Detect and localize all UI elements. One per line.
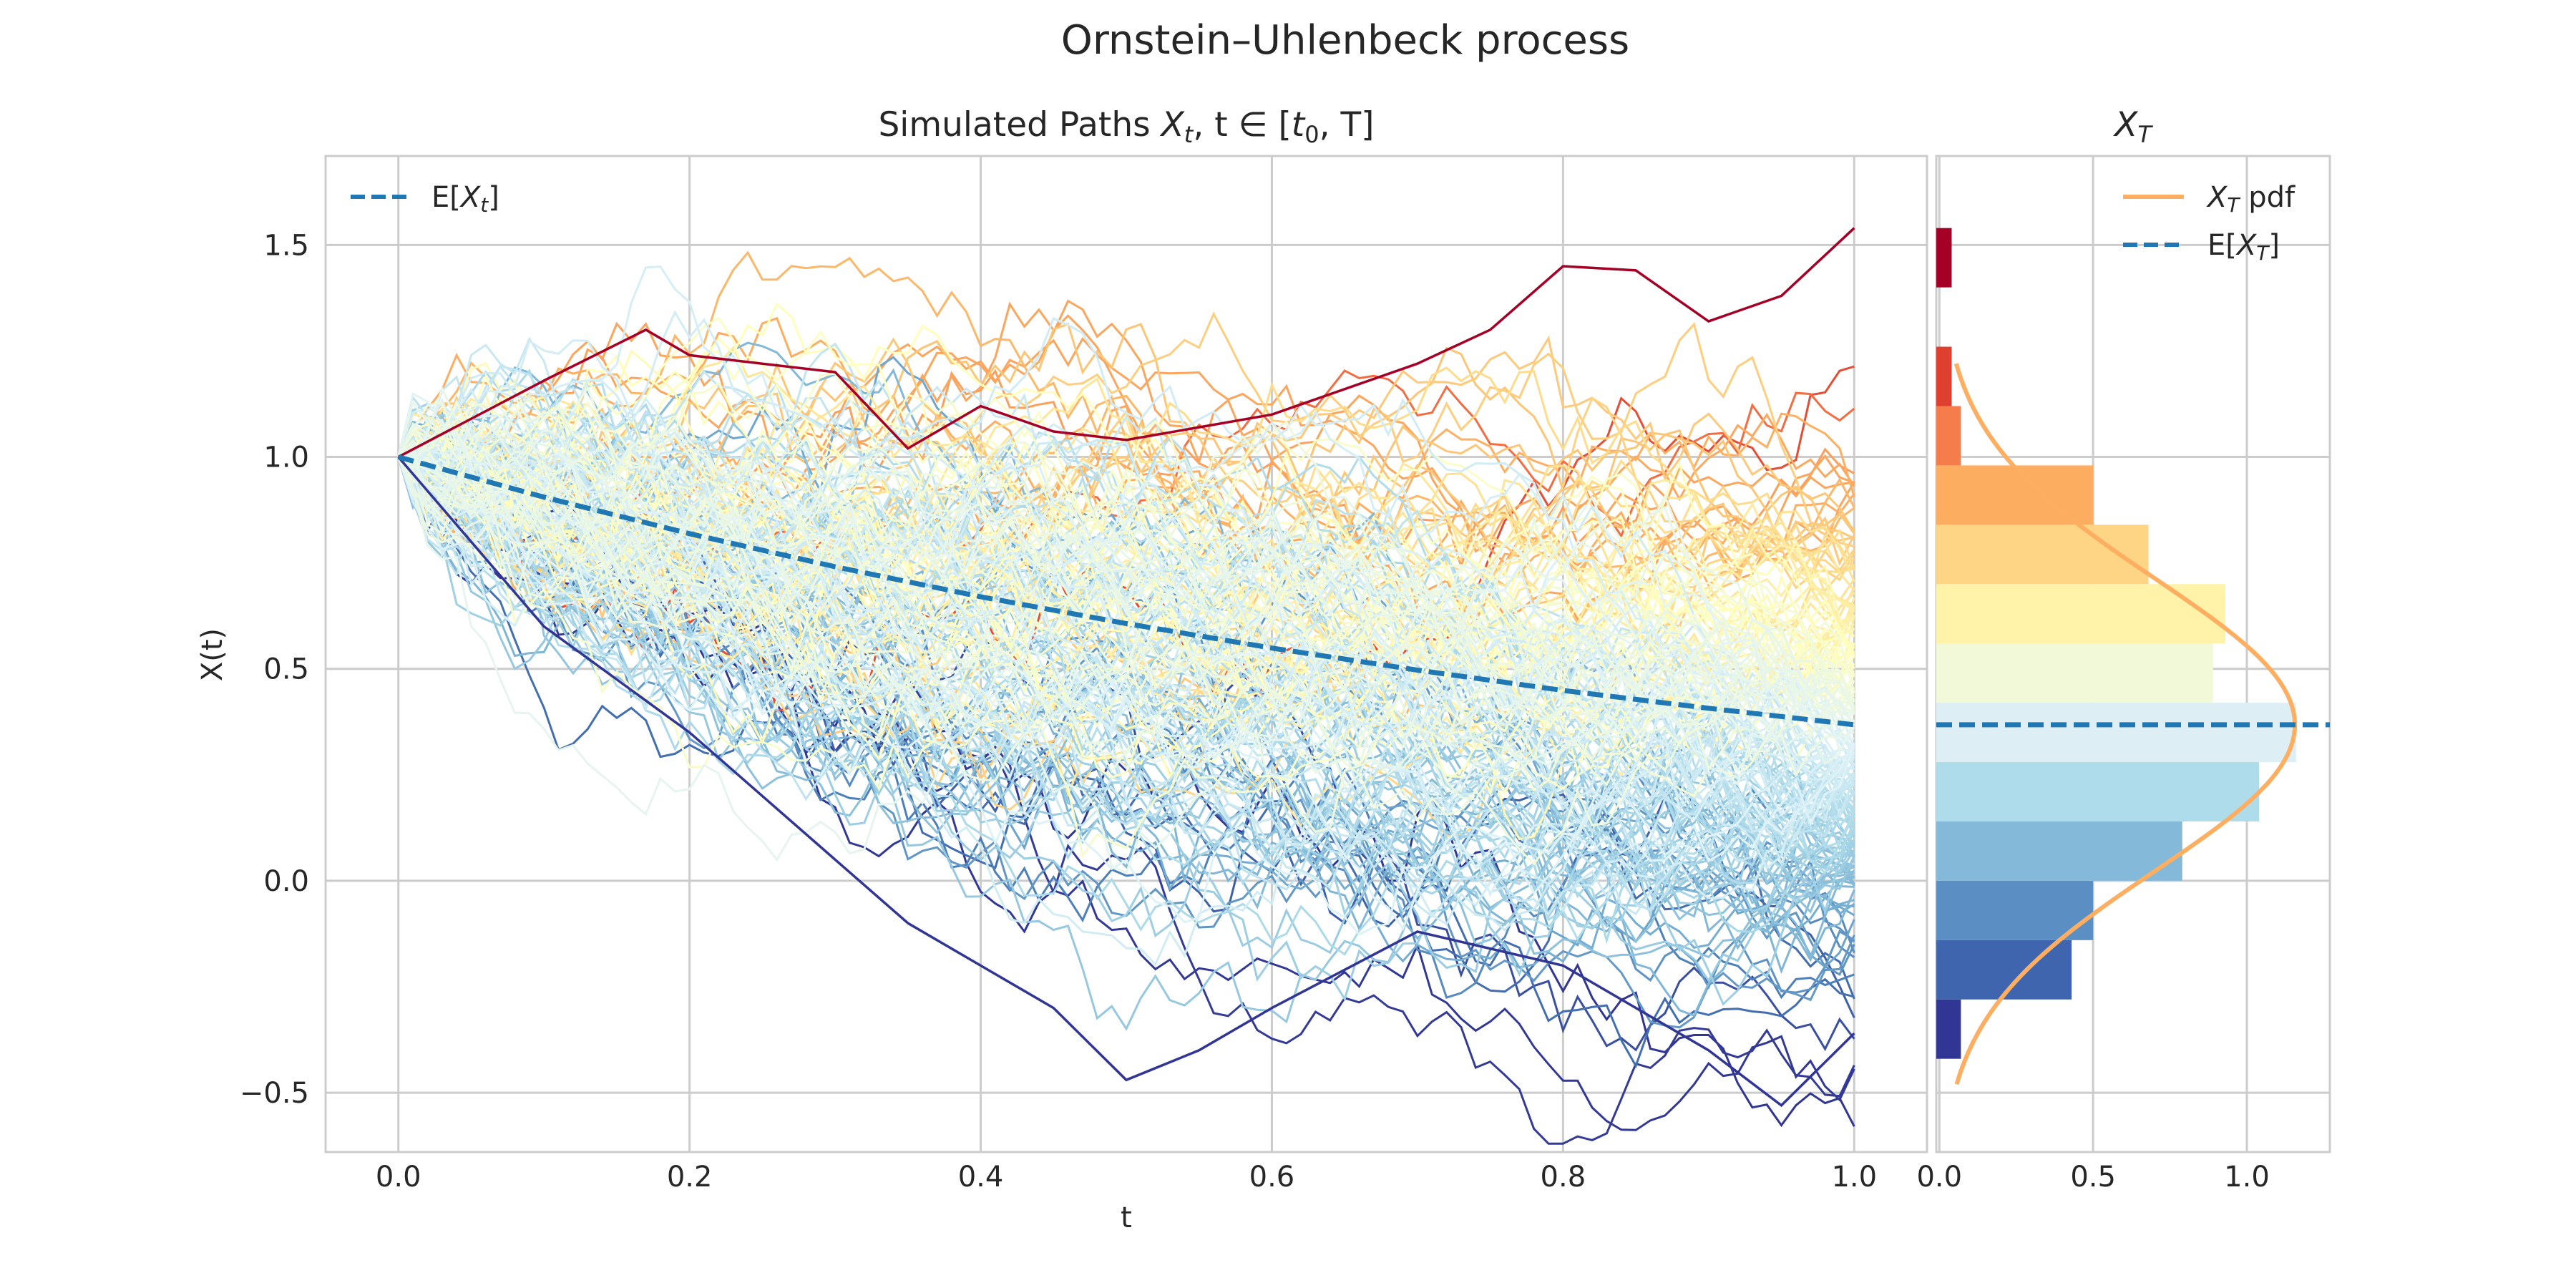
paths-x-tick-label: 0.4 (958, 1161, 1004, 1194)
simulated-path (398, 452, 1855, 874)
histogram-bar (1936, 999, 1961, 1059)
simulated-path (397, 441, 1855, 765)
histogram-bar (1936, 821, 2182, 881)
simulated-path (397, 456, 1855, 1069)
paths-y-tick-label: 1.5 (263, 229, 309, 262)
simulated-path (397, 439, 1855, 849)
simulated-path (397, 457, 1855, 897)
simulated-path (398, 442, 1855, 657)
histogram-bar (1936, 584, 2225, 644)
terminal-distribution-panel: 0.0 0.5 1.0 XT XT pdf E[XT] (1916, 105, 2331, 1194)
paths-y-axis-label: X(t) (196, 628, 229, 681)
simulated-path (398, 439, 1855, 932)
simulated-path (398, 456, 1855, 713)
simulated-path (397, 311, 1855, 604)
paths-x-axis-label: t (1121, 1201, 1132, 1234)
simulated-path (397, 399, 1855, 763)
simulated-path (397, 421, 1855, 727)
histogram-panel-title: XT (2112, 105, 2153, 148)
simulated-paths (397, 227, 1855, 1145)
histogram-x-tick-labels: 0.0 0.5 1.0 (1916, 1161, 2269, 1194)
paths-x-tick-labels: 0.0 0.2 0.4 0.6 0.8 1.0 (376, 1161, 1877, 1194)
simulated-path (397, 457, 1855, 862)
legend-terminal-mean-label: E[XT] (2207, 229, 2280, 265)
simulated-path (397, 396, 1855, 834)
legend-mean-label: E[Xt] (431, 181, 499, 217)
histogram-bar (1936, 643, 2213, 703)
simulated-path (397, 394, 1855, 831)
histogram-bar (1936, 228, 1952, 288)
legend-pdf-label: XT pdf (2206, 181, 2296, 217)
simulated-path (398, 422, 1855, 782)
simulated-path (397, 456, 1855, 918)
histogram-bar (1936, 525, 2149, 585)
paths-x-tick-label: 0.8 (1541, 1161, 1586, 1194)
simulated-path (397, 439, 1855, 781)
histogram-x-tick-label: 0.5 (2070, 1161, 2116, 1194)
paths-y-tick-label: 0.5 (263, 653, 309, 686)
histogram-x-tick-label: 0.0 (1916, 1161, 1962, 1194)
paths-legend: E[Xt] (351, 181, 499, 217)
figure-suptitle: Ornstein–Uhlenbeck process (1061, 17, 1629, 64)
simulated-path (397, 349, 1855, 704)
extreme-path (397, 227, 1855, 459)
histogram-bar (1936, 406, 1961, 466)
paths-y-tick-label: 1.0 (263, 441, 309, 474)
paths-panel-title: Simulated Paths Xt, t ∈ [t0, T] (878, 105, 1374, 148)
simulated-path (397, 342, 1855, 861)
extreme-path (397, 456, 1855, 1108)
simulated-path (397, 310, 1855, 899)
histogram-bar (1936, 703, 2296, 763)
simulated-path (397, 456, 1855, 903)
simulated-path (398, 397, 1855, 822)
simulated-path (397, 415, 1855, 771)
simulated-path (397, 386, 1855, 766)
simulated-path (397, 406, 1855, 726)
histogram-bar (1936, 880, 2094, 940)
histogram-legend: XT pdf E[XT] (2123, 181, 2296, 265)
simulated-path (397, 456, 1855, 793)
simulated-path (398, 336, 1855, 553)
paths-x-tick-label: 0.2 (667, 1161, 713, 1194)
paths-x-tick-label: 1.0 (1831, 1161, 1877, 1194)
simulated-path (398, 456, 1855, 753)
histogram-bar (1936, 346, 1952, 406)
histogram-bar (1936, 762, 2260, 821)
paths-x-tick-label: 0.6 (1249, 1161, 1295, 1194)
simulated-path (397, 456, 1855, 956)
histogram-x-tick-label: 1.0 (2224, 1161, 2270, 1194)
simulated-path (397, 456, 1855, 867)
paths-y-tick-labels: −0.5 0.0 0.5 1.0 1.5 (240, 229, 309, 1110)
paths-x-tick-label: 0.0 (376, 1161, 421, 1194)
simulated-path (397, 456, 1855, 936)
paths-y-tick-label: 0.0 (263, 865, 309, 898)
simulated-path (397, 316, 1855, 778)
simulated-path (398, 447, 1855, 932)
simulated-path (397, 445, 1855, 760)
expected-value-line (397, 454, 1855, 728)
histogram-bars (1936, 228, 2296, 1059)
paths-panel: 0.0 0.2 0.4 0.6 0.8 1.0 −0.5 0.0 0.5 1.0 1.5 Simu… (196, 105, 1928, 1234)
simulated-path (398, 456, 1855, 723)
simulated-path (397, 442, 1855, 773)
paths-y-tick-label: −0.5 (240, 1077, 309, 1110)
